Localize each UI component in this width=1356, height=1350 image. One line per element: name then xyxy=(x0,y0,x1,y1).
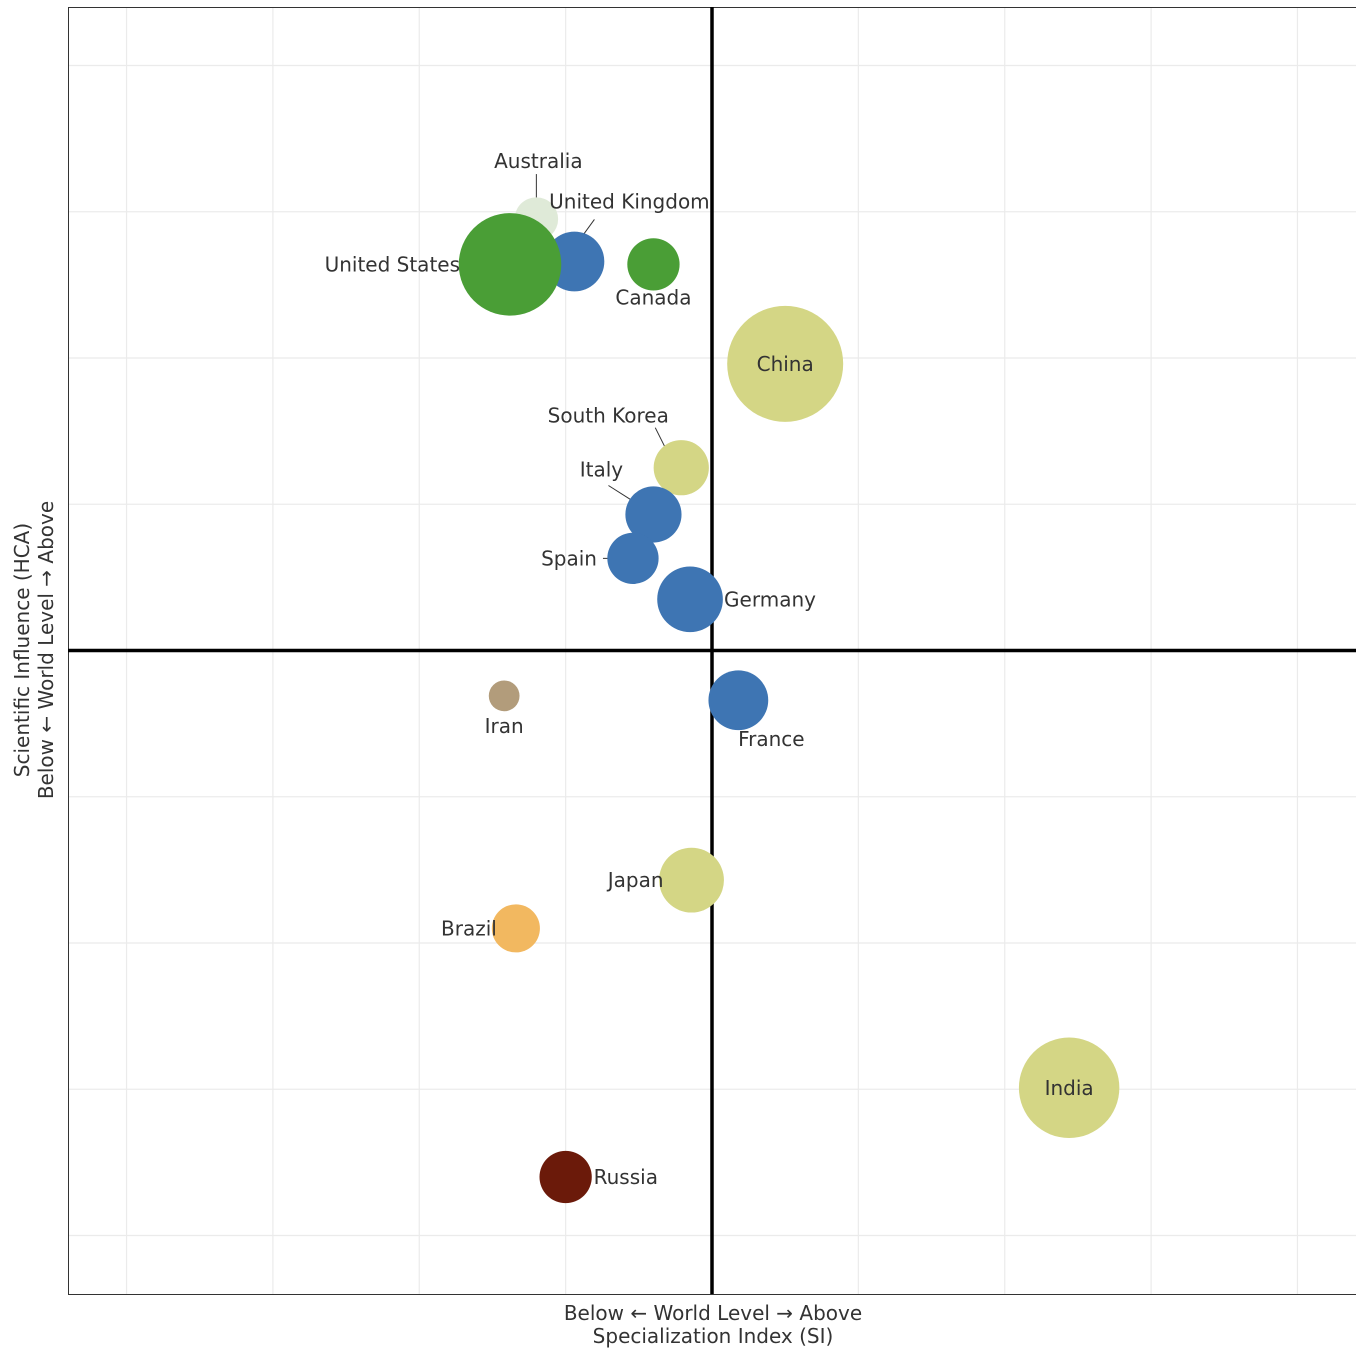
bubble-canada xyxy=(627,238,680,291)
label-china: China xyxy=(757,352,814,376)
label-france: France xyxy=(738,727,805,751)
bubble-south-korea xyxy=(653,440,709,496)
label-germany: Germany xyxy=(724,587,816,611)
bubble-brazil xyxy=(491,904,540,953)
x-axis-title: Below ← World Level → Above Specializati… xyxy=(413,1302,1013,1348)
bubble-china xyxy=(727,305,844,422)
bubble-iran xyxy=(488,680,520,712)
x-axis-title-line-1: Below ← World Level → Above xyxy=(563,1301,863,1325)
label-united-kingdom: United Kingdom xyxy=(549,189,710,213)
label-japan: Japan xyxy=(606,868,664,892)
label-brazil: Brazil xyxy=(441,916,497,940)
label-india: India xyxy=(1045,1076,1094,1100)
bubble-united-states xyxy=(458,213,562,316)
label-canada: Canada xyxy=(615,285,691,309)
label-russia: Russia xyxy=(594,1165,658,1189)
bubble-germany xyxy=(657,566,723,633)
label-south-korea: South Korea xyxy=(548,404,669,428)
bubble-india xyxy=(1018,1037,1120,1139)
bubble-italy xyxy=(625,486,682,543)
label-australia: Australia xyxy=(494,149,582,173)
bubble-labels: Australia United Kingdom United States Cana… xyxy=(325,149,1094,1189)
bubbles xyxy=(458,197,1120,1204)
label-iran: Iran xyxy=(485,714,524,738)
bubble-spain xyxy=(607,532,659,584)
x-axis-title-line-2: Specialization Index (SI) xyxy=(592,1324,834,1348)
y-axis-title: Scientific Influence (HCA) Below ← World… xyxy=(10,350,58,950)
y-axis-title-line-2: Below ← World Level → Above xyxy=(34,500,58,800)
bubble-russia xyxy=(539,1150,592,1204)
label-italy: Italy xyxy=(580,457,624,481)
label-united-states: United States xyxy=(325,252,460,276)
bubble-japan xyxy=(659,847,724,913)
bubble-france xyxy=(708,670,769,731)
y-axis-title-line-1: Scientific Influence (HCA) xyxy=(10,522,34,778)
label-spain: Spain xyxy=(541,546,597,570)
